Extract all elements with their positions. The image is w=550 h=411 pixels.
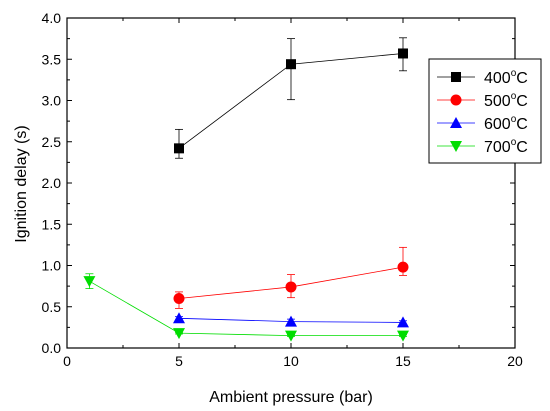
y-tick-label: 4.0 <box>42 10 62 26</box>
y-tick-label: 0.0 <box>42 340 62 356</box>
legend-label-value: 600 <box>484 116 511 133</box>
y-tick-label: 3.5 <box>42 51 62 67</box>
y-tick-label: 2.0 <box>42 175 62 191</box>
legend-label-unit: C <box>516 93 528 110</box>
legend-label-unit: C <box>516 139 528 156</box>
legend-label-superscript: o <box>511 91 517 102</box>
legend-marker-700 <box>450 141 462 152</box>
x-tick-label: 5 <box>175 353 183 369</box>
legend-marker-600 <box>450 117 462 128</box>
x-tick-label: 15 <box>395 353 411 369</box>
data-point-700 <box>285 330 297 342</box>
data-point-400 <box>286 59 296 70</box>
legend-marker-500 <box>450 94 462 106</box>
legend-marker-400 <box>451 72 461 82</box>
data-point-500 <box>285 281 297 293</box>
legend-label-600: 600oC <box>484 114 528 133</box>
data-point-600 <box>173 312 185 324</box>
data-point-700 <box>397 330 409 342</box>
data-point-500 <box>397 261 409 273</box>
legend-label-superscript: o <box>511 137 517 148</box>
x-axis-title: Ambient pressure (bar) <box>209 389 373 406</box>
data-point-400 <box>398 48 408 59</box>
legend-label-700: 700oC <box>484 137 528 156</box>
x-tick-label: 20 <box>507 353 523 369</box>
data-point-700 <box>83 276 96 288</box>
legend-label-unit: C <box>516 70 528 87</box>
data-point-400 <box>174 143 184 154</box>
series-line-700 <box>89 280 403 337</box>
legend-label-superscript: o <box>511 68 517 79</box>
x-tick-label: 10 <box>283 353 299 369</box>
y-tick-label: 3.0 <box>42 93 62 109</box>
y-tick-label: 0.5 <box>42 299 62 315</box>
legend-label-400: 400oC <box>484 68 528 87</box>
plot-area: 0 5 10 15 20 0.0 0.5 1.0 1.5 2.0 2.5 3.0 3.5 4.0 <box>42 10 523 369</box>
y-tick-label: 2.5 <box>42 134 62 150</box>
y-axis-title: Ignition delay (s) <box>13 125 30 242</box>
data-point-700 <box>173 328 185 340</box>
legend-label-500: 500oC <box>484 91 528 110</box>
legend-label-unit: C <box>516 116 528 133</box>
data-point-600 <box>285 315 297 327</box>
legend-label-value: 700 <box>484 139 511 156</box>
legend-label-value: 400 <box>484 70 511 87</box>
data-point-600 <box>397 316 409 328</box>
x-tick-label: 0 <box>63 353 71 369</box>
y-tick-label: 1.5 <box>42 216 62 232</box>
legend-label-value: 500 <box>484 93 511 110</box>
legend-label-superscript: o <box>511 114 517 125</box>
y-tick-label: 1.0 <box>42 258 62 274</box>
data-point-500 <box>173 293 185 304</box>
